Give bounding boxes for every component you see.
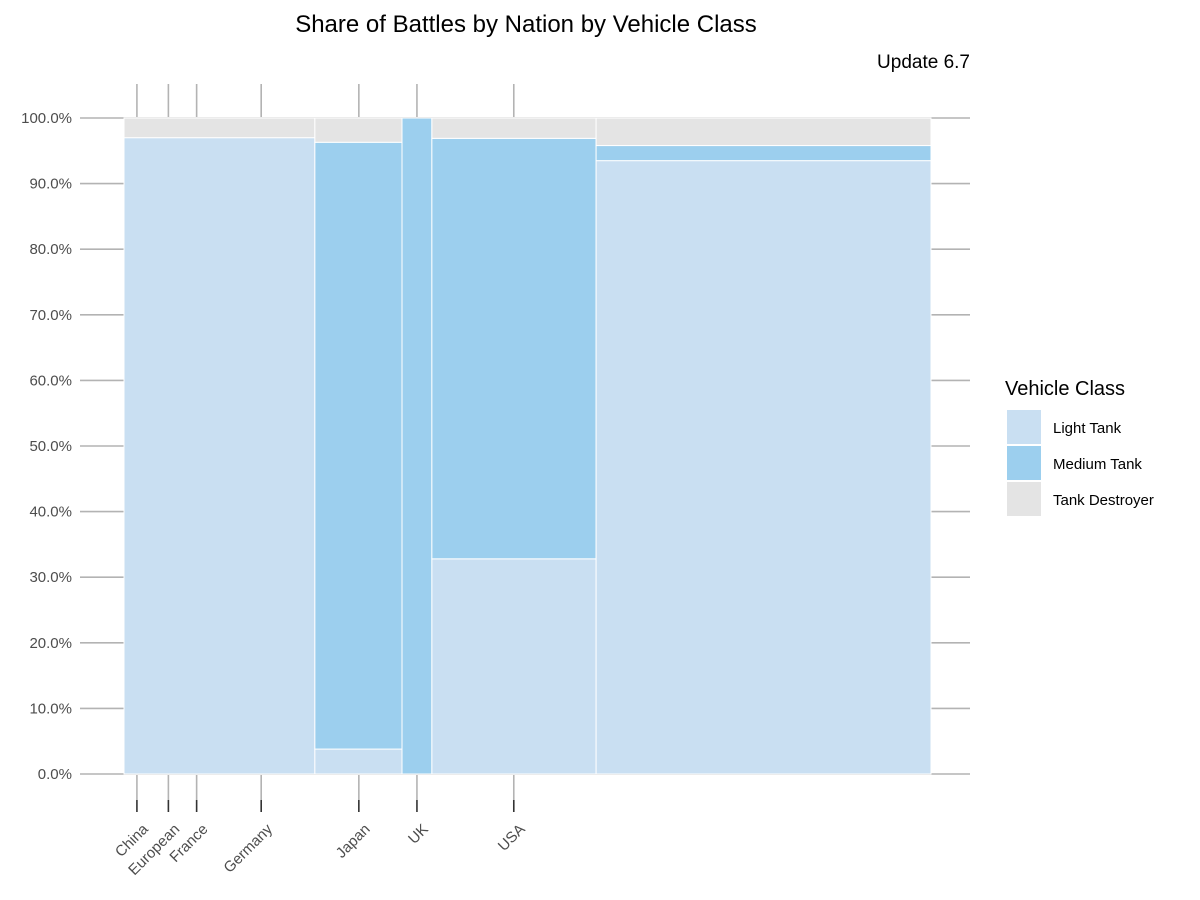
y-tick-label: 80.0% xyxy=(29,241,72,258)
legend-key xyxy=(1007,410,1041,444)
mosaic-tile xyxy=(595,160,932,775)
y-tick-label: 60.0% xyxy=(29,372,72,389)
mosaic-tile xyxy=(314,117,403,143)
mosaic-tile xyxy=(431,117,597,139)
legend-title: Vehicle Class xyxy=(1005,378,1125,400)
x-tick-label: Japan xyxy=(333,821,374,862)
y-tick-label: 100.0% xyxy=(21,110,72,127)
mosaic-tile xyxy=(314,748,403,775)
chart-subtitle: Update 6.7 xyxy=(877,52,970,73)
y-tick-label: 0.0% xyxy=(38,766,72,783)
y-tick-label: 50.0% xyxy=(29,438,72,455)
x-tick-label: UK xyxy=(405,821,432,848)
y-tick-label: 40.0% xyxy=(29,504,72,521)
mosaic-tile xyxy=(401,117,433,775)
mosaic-tile xyxy=(123,117,316,139)
x-tick-label: Germany xyxy=(220,820,276,876)
legend-key xyxy=(1007,482,1041,516)
y-tick-label: 20.0% xyxy=(29,635,72,652)
x-tick-label: USA xyxy=(495,821,529,855)
y-tick-label: 90.0% xyxy=(29,176,72,193)
legend-label: Medium Tank xyxy=(1053,456,1142,473)
legend-label: Light Tank xyxy=(1053,420,1122,437)
legend-label: Tank Destroyer xyxy=(1053,492,1154,509)
mosaic-tile xyxy=(595,117,932,147)
mosaic-tile xyxy=(431,137,597,560)
legend: Vehicle Class Light Tank Medium Tank Tank … xyxy=(1005,378,1154,516)
y-tick-label: 30.0% xyxy=(29,569,72,586)
mosaic-tile xyxy=(123,137,316,775)
y-tick-label: 10.0% xyxy=(29,700,72,717)
y-tick-label: 70.0% xyxy=(29,307,72,324)
mosaic-tile xyxy=(431,558,597,775)
mosaic-tile xyxy=(595,145,932,162)
legend-key xyxy=(1007,446,1041,480)
mosaic-tiles xyxy=(123,117,932,775)
y-axis: 0.0% 10.0% 20.0% 30.0% 40.0% 50.0% 60.0% 70.0% 8… xyxy=(21,110,72,783)
mosaic-tile xyxy=(314,141,403,750)
chart-title: Share of Battles by Nation by Vehicle Cl… xyxy=(295,11,757,38)
